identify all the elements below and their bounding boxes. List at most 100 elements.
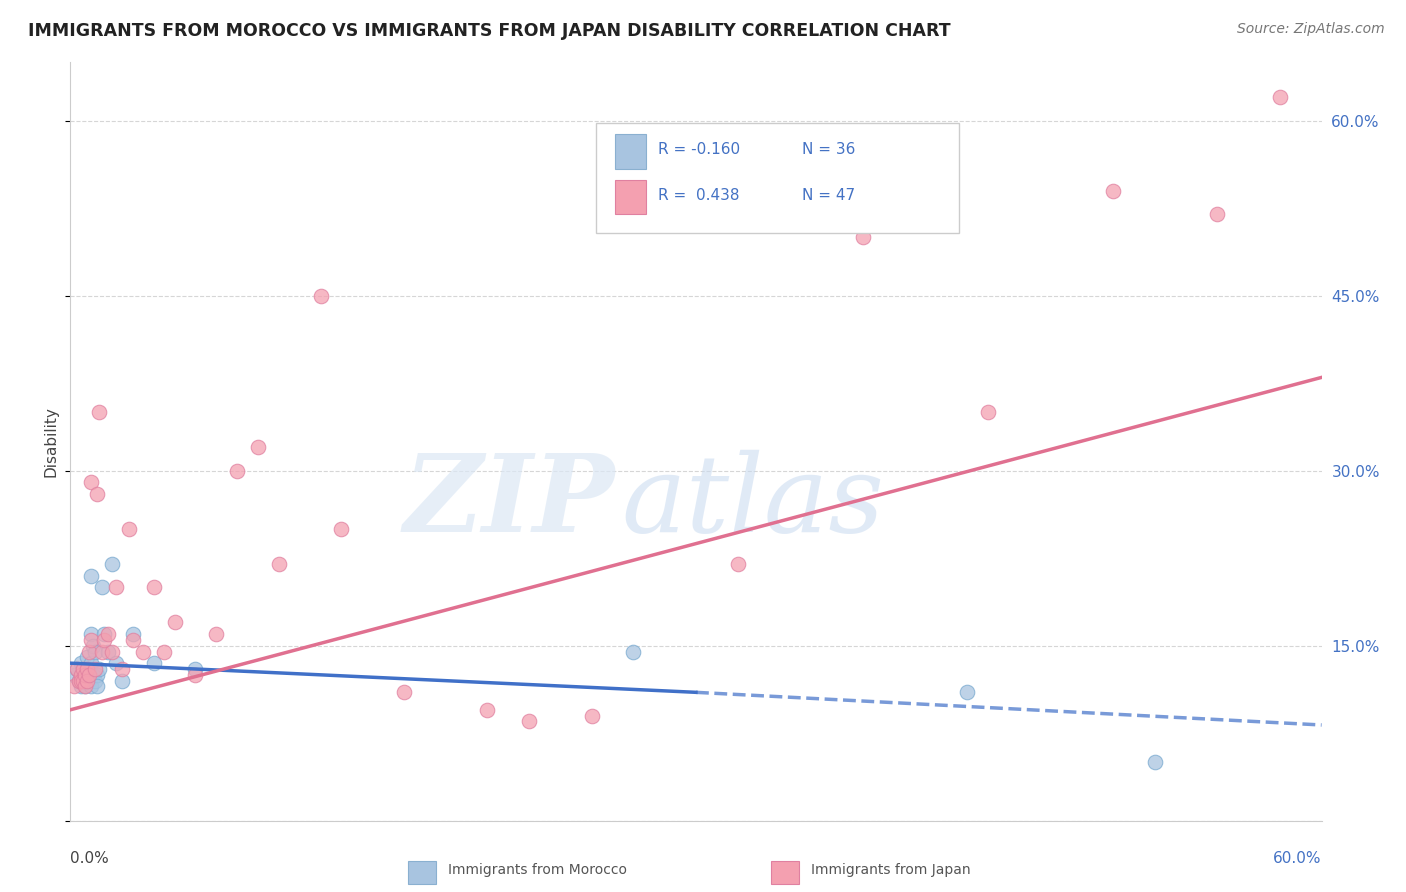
Point [69,673,91,688]
Point [67,673,90,688]
Point [621,644,644,658]
Point [118,522,141,536]
Point [142,580,165,594]
Point [111,673,134,688]
Point [80,656,103,670]
Point [80,680,103,694]
Point [205,627,228,641]
Point [77,673,100,688]
Point [309,289,332,303]
Text: N = 47: N = 47 [803,187,855,202]
Text: 60.0%: 60.0% [1274,851,1322,866]
Point [142,656,165,670]
Point [89,662,111,676]
FancyBboxPatch shape [596,123,959,233]
Point [80,568,103,582]
Point [72,673,94,688]
Point [1268,90,1291,104]
Point [163,615,186,630]
Point [90,580,112,594]
Point [1143,756,1166,770]
Point [111,662,134,676]
Point [97,627,120,641]
Point [86,668,108,682]
Text: Immigrants from Japan: Immigrants from Japan [811,863,970,877]
Point [80,627,103,641]
Point [956,685,979,699]
Point [89,405,111,419]
Point [132,644,155,658]
Text: R = -0.160: R = -0.160 [658,142,741,157]
Point [84,644,107,658]
Point [977,405,1000,419]
Point [72,662,94,676]
Point [63,668,86,682]
Point [72,673,94,688]
Point [101,557,124,571]
Point [69,668,91,682]
Point [77,644,100,658]
Text: Immigrants from Morocco: Immigrants from Morocco [449,863,627,877]
Point [63,680,86,694]
Point [80,475,103,490]
Point [226,464,249,478]
Point [80,632,103,647]
Point [581,708,603,723]
Point [90,644,112,658]
Point [76,662,98,676]
Point [67,673,90,688]
Point [1102,184,1125,198]
Y-axis label: Disability: Disability [44,406,59,477]
Point [82,668,104,682]
Point [84,662,107,676]
Point [73,680,96,694]
FancyBboxPatch shape [614,180,645,214]
Text: 0.0%: 0.0% [70,851,110,866]
Point [76,673,98,688]
Point [392,685,415,699]
Point [73,668,96,682]
Text: ZIP: ZIP [404,450,614,555]
Point [330,522,353,536]
Point [517,714,540,729]
Point [73,668,96,682]
Point [72,662,94,676]
Point [184,668,207,682]
Point [93,632,115,647]
Point [86,680,108,694]
Text: N = 36: N = 36 [803,142,856,157]
Point [86,487,108,501]
Point [93,627,115,641]
Point [267,557,290,571]
Point [76,650,98,665]
Point [101,644,124,658]
Point [1206,207,1229,221]
Point [65,662,87,676]
Point [105,656,128,670]
Point [73,680,96,694]
Point [121,632,145,647]
Point [184,662,207,676]
Text: IMMIGRANTS FROM MOROCCO VS IMMIGRANTS FROM JAPAN DISABILITY CORRELATION CHART: IMMIGRANTS FROM MOROCCO VS IMMIGRANTS FR… [28,22,950,40]
Point [77,668,100,682]
Text: Source: ZipAtlas.com: Source: ZipAtlas.com [1237,22,1385,37]
Point [105,580,128,594]
Text: R =  0.438: R = 0.438 [658,187,740,202]
Point [97,644,120,658]
Point [82,639,104,653]
Point [84,673,107,688]
Point [247,441,270,455]
Point [69,656,91,670]
Point [76,673,98,688]
FancyBboxPatch shape [614,135,645,169]
Point [69,680,91,694]
FancyBboxPatch shape [408,861,436,884]
Point [153,644,176,658]
Point [727,557,749,571]
Point [477,703,499,717]
Point [77,662,100,676]
Point [121,627,145,641]
Point [65,662,87,676]
Point [852,230,875,244]
Text: atlas: atlas [621,450,884,555]
